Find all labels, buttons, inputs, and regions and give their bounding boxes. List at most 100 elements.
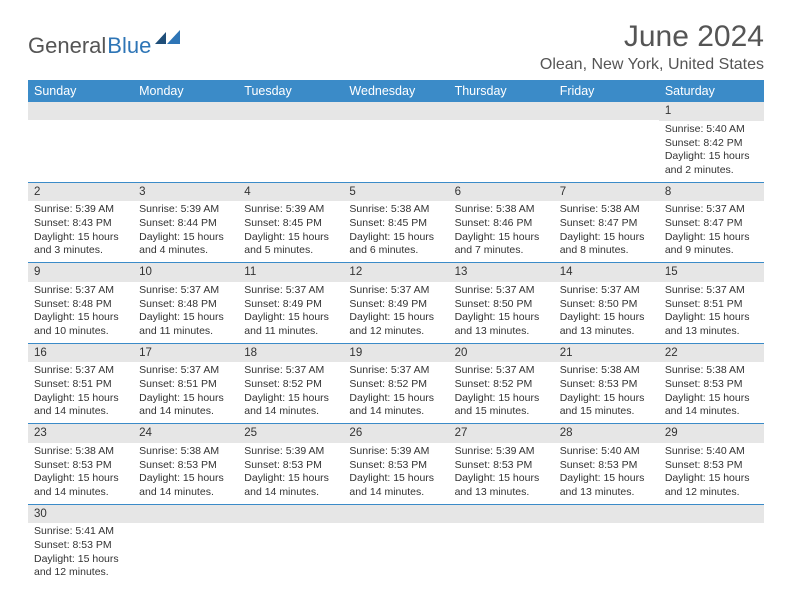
sunset-line: Sunset: 8:50 PM xyxy=(455,298,548,312)
calendar-cell: 6Sunrise: 5:38 AMSunset: 8:46 PMDaylight… xyxy=(449,182,554,263)
calendar-cell xyxy=(238,102,343,182)
day-details: Sunrise: 5:38 AMSunset: 8:45 PMDaylight:… xyxy=(343,201,448,262)
daylight-line: Daylight: 15 hours and 14 minutes. xyxy=(139,392,232,419)
sunset-line: Sunset: 8:53 PM xyxy=(349,459,442,473)
day-details: Sunrise: 5:40 AMSunset: 8:53 PMDaylight:… xyxy=(554,443,659,504)
sunrise-line: Sunrise: 5:39 AM xyxy=(244,203,337,217)
day-number: 15 xyxy=(659,263,764,282)
daylight-line: Daylight: 15 hours and 3 minutes. xyxy=(34,231,127,258)
day-number: 8 xyxy=(659,183,764,202)
day-number: 25 xyxy=(238,424,343,443)
day-details: Sunrise: 5:37 AMSunset: 8:47 PMDaylight:… xyxy=(659,201,764,262)
daylight-line: Daylight: 15 hours and 14 minutes. xyxy=(34,392,127,419)
calendar-cell: 17Sunrise: 5:37 AMSunset: 8:51 PMDayligh… xyxy=(133,343,238,424)
calendar-row: 16Sunrise: 5:37 AMSunset: 8:51 PMDayligh… xyxy=(28,343,764,424)
day-details: Sunrise: 5:37 AMSunset: 8:50 PMDaylight:… xyxy=(554,282,659,343)
day-number: 20 xyxy=(449,344,554,363)
sunset-line: Sunset: 8:51 PM xyxy=(139,378,232,392)
sunrise-line: Sunrise: 5:38 AM xyxy=(139,445,232,459)
day-details: Sunrise: 5:41 AMSunset: 8:53 PMDaylight:… xyxy=(28,523,133,584)
sunset-line: Sunset: 8:53 PM xyxy=(139,459,232,473)
sunset-line: Sunset: 8:48 PM xyxy=(139,298,232,312)
sunrise-line: Sunrise: 5:37 AM xyxy=(560,284,653,298)
daylight-line: Daylight: 15 hours and 12 minutes. xyxy=(665,472,758,499)
day-details: Sunrise: 5:39 AMSunset: 8:53 PMDaylight:… xyxy=(238,443,343,504)
location: Olean, New York, United States xyxy=(540,56,764,74)
calendar-cell: 13Sunrise: 5:37 AMSunset: 8:50 PMDayligh… xyxy=(449,263,554,344)
daylight-line: Daylight: 15 hours and 14 minutes. xyxy=(349,392,442,419)
daylight-line: Daylight: 15 hours and 13 minutes. xyxy=(560,472,653,499)
sunset-line: Sunset: 8:50 PM xyxy=(560,298,653,312)
day-details: Sunrise: 5:38 AMSunset: 8:46 PMDaylight:… xyxy=(449,201,554,262)
calendar-cell: 2Sunrise: 5:39 AMSunset: 8:43 PMDaylight… xyxy=(28,182,133,263)
daylight-line: Daylight: 15 hours and 4 minutes. xyxy=(139,231,232,258)
calendar-cell xyxy=(133,102,238,182)
day-details: Sunrise: 5:37 AMSunset: 8:51 PMDaylight:… xyxy=(659,282,764,343)
calendar-cell: 3Sunrise: 5:39 AMSunset: 8:44 PMDaylight… xyxy=(133,182,238,263)
sunrise-line: Sunrise: 5:37 AM xyxy=(244,364,337,378)
sunrise-line: Sunrise: 5:37 AM xyxy=(665,203,758,217)
calendar-cell: 29Sunrise: 5:40 AMSunset: 8:53 PMDayligh… xyxy=(659,424,764,505)
calendar-row: 23Sunrise: 5:38 AMSunset: 8:53 PMDayligh… xyxy=(28,424,764,505)
daylight-line: Daylight: 15 hours and 2 minutes. xyxy=(665,150,758,177)
day-number: 27 xyxy=(449,424,554,443)
sunset-line: Sunset: 8:52 PM xyxy=(244,378,337,392)
calendar-cell xyxy=(554,102,659,182)
day-number: 28 xyxy=(554,424,659,443)
calendar-cell: 20Sunrise: 5:37 AMSunset: 8:52 PMDayligh… xyxy=(449,343,554,424)
sunset-line: Sunset: 8:45 PM xyxy=(349,217,442,231)
sunrise-line: Sunrise: 5:37 AM xyxy=(139,364,232,378)
calendar-cell: 30Sunrise: 5:41 AMSunset: 8:53 PMDayligh… xyxy=(28,504,133,584)
sunrise-line: Sunrise: 5:37 AM xyxy=(455,364,548,378)
day-details: Sunrise: 5:38 AMSunset: 8:53 PMDaylight:… xyxy=(28,443,133,504)
sunrise-line: Sunrise: 5:39 AM xyxy=(244,445,337,459)
daylight-line: Daylight: 15 hours and 13 minutes. xyxy=(455,472,548,499)
calendar-cell xyxy=(659,504,764,584)
sunset-line: Sunset: 8:49 PM xyxy=(349,298,442,312)
daylight-line: Daylight: 15 hours and 5 minutes. xyxy=(244,231,337,258)
month-title: June 2024 xyxy=(540,20,764,54)
day-number xyxy=(449,505,554,523)
day-number: 14 xyxy=(554,263,659,282)
sunset-line: Sunset: 8:51 PM xyxy=(34,378,127,392)
daylight-line: Daylight: 15 hours and 14 minutes. xyxy=(34,472,127,499)
calendar-cell: 24Sunrise: 5:38 AMSunset: 8:53 PMDayligh… xyxy=(133,424,238,505)
day-number: 7 xyxy=(554,183,659,202)
day-number: 23 xyxy=(28,424,133,443)
day-number: 4 xyxy=(238,183,343,202)
day-details: Sunrise: 5:37 AMSunset: 8:48 PMDaylight:… xyxy=(28,282,133,343)
day-details: Sunrise: 5:39 AMSunset: 8:44 PMDaylight:… xyxy=(133,201,238,262)
day-number xyxy=(343,505,448,523)
sunset-line: Sunset: 8:53 PM xyxy=(244,459,337,473)
calendar-row: 9Sunrise: 5:37 AMSunset: 8:48 PMDaylight… xyxy=(28,263,764,344)
sunset-line: Sunset: 8:42 PM xyxy=(665,137,758,151)
day-number xyxy=(659,505,764,523)
daylight-line: Daylight: 15 hours and 15 minutes. xyxy=(455,392,548,419)
sunset-line: Sunset: 8:52 PM xyxy=(455,378,548,392)
day-details: Sunrise: 5:37 AMSunset: 8:49 PMDaylight:… xyxy=(343,282,448,343)
sunrise-line: Sunrise: 5:41 AM xyxy=(34,525,127,539)
sunrise-line: Sunrise: 5:39 AM xyxy=(139,203,232,217)
day-number: 30 xyxy=(28,505,133,524)
day-number: 24 xyxy=(133,424,238,443)
calendar-cell: 9Sunrise: 5:37 AMSunset: 8:48 PMDaylight… xyxy=(28,263,133,344)
day-number: 18 xyxy=(238,344,343,363)
sunset-line: Sunset: 8:43 PM xyxy=(34,217,127,231)
daylight-line: Daylight: 15 hours and 15 minutes. xyxy=(560,392,653,419)
calendar-cell: 15Sunrise: 5:37 AMSunset: 8:51 PMDayligh… xyxy=(659,263,764,344)
calendar-cell: 27Sunrise: 5:39 AMSunset: 8:53 PMDayligh… xyxy=(449,424,554,505)
weekday-header: Wednesday xyxy=(343,80,448,102)
day-number: 16 xyxy=(28,344,133,363)
day-details: Sunrise: 5:37 AMSunset: 8:51 PMDaylight:… xyxy=(133,362,238,423)
sunrise-line: Sunrise: 5:38 AM xyxy=(349,203,442,217)
sunrise-line: Sunrise: 5:37 AM xyxy=(455,284,548,298)
day-number: 17 xyxy=(133,344,238,363)
daylight-line: Daylight: 15 hours and 11 minutes. xyxy=(244,311,337,338)
calendar-cell: 7Sunrise: 5:38 AMSunset: 8:47 PMDaylight… xyxy=(554,182,659,263)
day-number: 13 xyxy=(449,263,554,282)
calendar-cell: 5Sunrise: 5:38 AMSunset: 8:45 PMDaylight… xyxy=(343,182,448,263)
day-details: Sunrise: 5:40 AMSunset: 8:42 PMDaylight:… xyxy=(659,121,764,182)
day-details: Sunrise: 5:40 AMSunset: 8:53 PMDaylight:… xyxy=(659,443,764,504)
sunrise-line: Sunrise: 5:38 AM xyxy=(34,445,127,459)
calendar-cell xyxy=(449,102,554,182)
